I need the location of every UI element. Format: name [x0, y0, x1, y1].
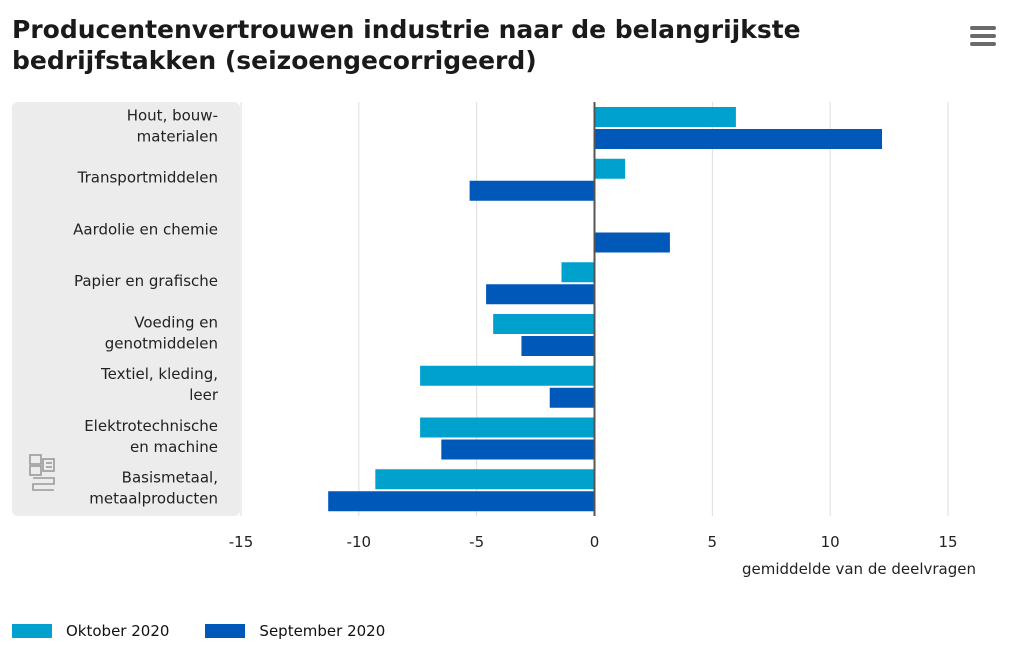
x-tick-label: 10 — [821, 533, 840, 551]
grid — [240, 102, 949, 516]
x-tick-label: -15 — [229, 533, 254, 551]
category-labels: Hout, bouw-materialen Transportmiddelen Aa… — [73, 106, 219, 507]
bar-september-1[interactable] — [469, 180, 595, 201]
category-label: Textiel, kleding, leer — [100, 365, 219, 404]
bar-september-5[interactable] — [549, 387, 595, 408]
legend: Oktober 2020 September 2020 — [12, 622, 385, 640]
chart: Hout, bouw-materialen Transportmiddelen Aa… — [12, 102, 976, 578]
category-panel — [12, 102, 240, 516]
category-label: Elektrotechnische en machine — [84, 417, 218, 456]
x-tick-label: 0 — [590, 533, 600, 551]
bar-oktober-4[interactable] — [493, 314, 595, 334]
bar-september-0[interactable] — [594, 129, 883, 149]
legend-item-september[interactable]: September 2020 — [205, 622, 385, 640]
category-label: Papier en grafische — [74, 272, 218, 290]
bars — [328, 107, 883, 512]
bar-oktober-0[interactable] — [594, 107, 736, 127]
category-label: Aardolie en chemie — [73, 220, 218, 238]
category-label: Hout, bouw-materialen — [127, 106, 218, 145]
bar-oktober-3[interactable] — [561, 262, 595, 283]
bar-oktober-6[interactable] — [420, 417, 595, 438]
cbs-logo — [29, 454, 55, 491]
x-tick-label: 5 — [708, 533, 718, 551]
legend-item-oktober[interactable]: Oktober 2020 — [12, 622, 169, 640]
bar-oktober-5[interactable] — [420, 365, 595, 386]
chart-title: Producentenvertrouwen industrie naar de … — [12, 15, 801, 75]
x-tick-label: -10 — [347, 533, 372, 551]
bar-september-4[interactable] — [521, 336, 595, 356]
hamburger-menu-icon[interactable] — [970, 26, 996, 48]
legend-label-oktober: Oktober 2020 — [66, 622, 170, 640]
category-label: Basismetaal, metaalproducten — [89, 469, 218, 508]
x-axis-label: gemiddelde van de deelvragen — [742, 560, 976, 578]
bar-oktober-7[interactable] — [375, 469, 595, 490]
legend-swatch-september — [205, 624, 246, 638]
legend-label-september: September 2020 — [259, 622, 386, 640]
x-tick-labels: -15 -10 -5 0 5 10 15 — [229, 533, 958, 551]
x-tick-label: -5 — [469, 533, 484, 551]
category-label: Transportmiddelen — [77, 169, 218, 187]
category-label: Voeding en genotmiddelen — [105, 313, 218, 352]
legend-swatch-oktober — [12, 624, 52, 638]
bar-september-6[interactable] — [441, 439, 595, 460]
bar-oktober-1[interactable] — [594, 158, 626, 179]
bar-september-2[interactable] — [594, 232, 670, 253]
bar-september-3[interactable] — [486, 284, 595, 305]
bar-september-7[interactable] — [328, 491, 595, 512]
x-tick-label: 15 — [938, 533, 957, 551]
